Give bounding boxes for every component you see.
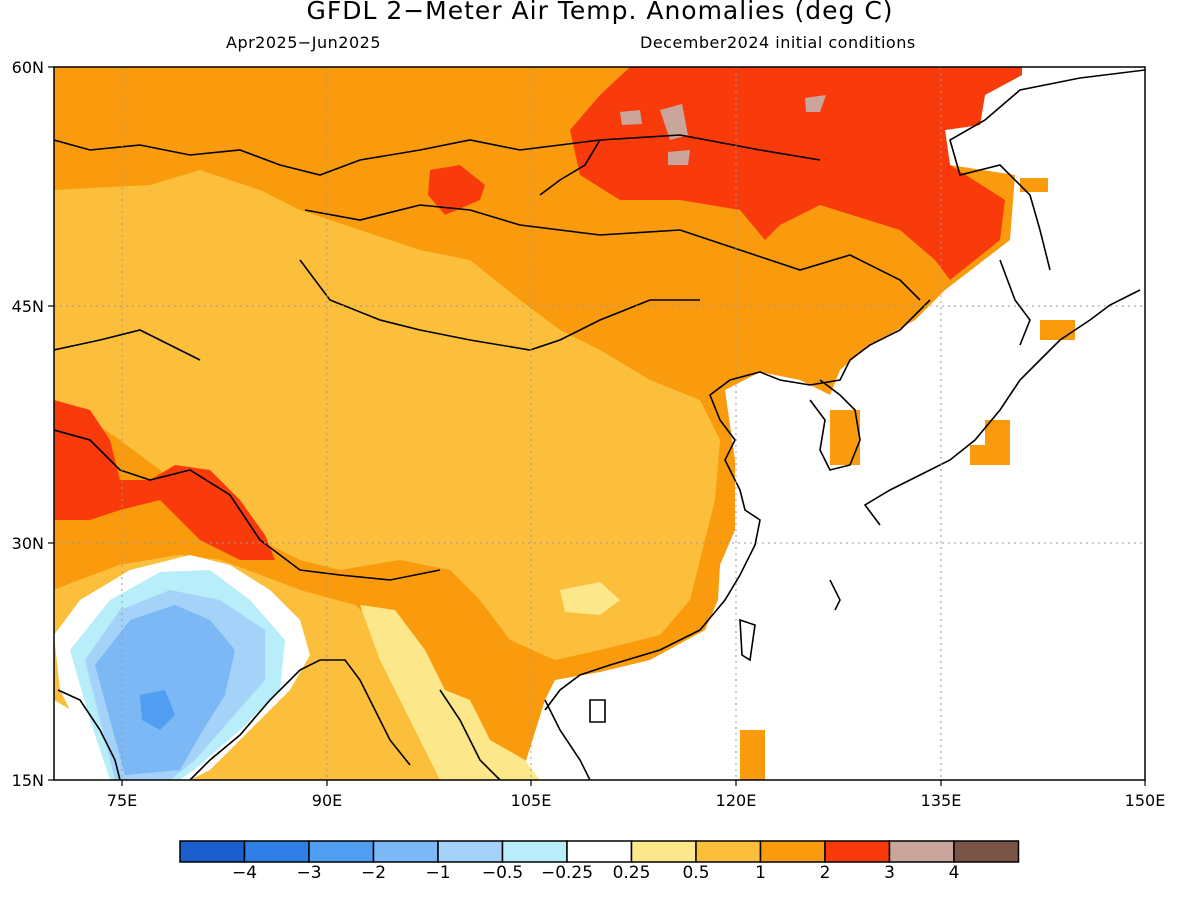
land-anomaly-2-3-sayan <box>428 165 485 215</box>
colorbar-swatch <box>437 840 504 863</box>
map-frame <box>53 66 1146 781</box>
lat-label-45n: 45N <box>12 297 44 316</box>
colorbar-swatch <box>759 840 826 863</box>
map-title: GFDL 2−Meter Air Temp. Anomalies (deg C) <box>306 0 894 25</box>
axis-ticks <box>48 66 1146 786</box>
colorbar-tick-label: 1 <box>755 863 766 883</box>
colorbar-swatch <box>308 840 375 863</box>
colorbar-tick-label: 4 <box>948 863 960 883</box>
lon-label-75e: 75E <box>107 791 137 810</box>
lat-label-30n: 30N <box>12 534 44 553</box>
colorbar-swatch <box>501 840 568 863</box>
land-anomaly-0.25-0.5-south <box>360 605 540 780</box>
colorbar-swatch <box>243 840 310 863</box>
map-field <box>54 67 1145 780</box>
colorbar-tick-label: −0.5 <box>481 863 524 883</box>
colorbar-tick-label: −3 <box>296 863 322 883</box>
land-anomaly-3-4-b <box>620 110 642 125</box>
colorbar-tick-label: 0.5 <box>682 863 710 883</box>
colorbar-tick-label: −1 <box>425 863 451 883</box>
season-label: Apr2025−Jun2025 <box>226 33 382 52</box>
lon-label-135e: 135E <box>921 791 962 810</box>
colorbar-swatch <box>824 840 891 863</box>
colorbar-swatch <box>695 840 762 863</box>
land-anomaly-0.5-1-central <box>54 170 720 660</box>
colorbar <box>179 840 1020 863</box>
colorbar-swatch <box>179 840 246 863</box>
coastlines <box>54 69 1145 780</box>
colorbar-tick-label: 0.25 <box>612 863 651 883</box>
colorbar-tick-label: 2 <box>819 863 831 883</box>
land-anomaly-3-4-d <box>668 150 690 165</box>
land-anomaly-minus-2-india <box>140 690 175 730</box>
initial-conditions-label: December2024 initial conditions <box>640 33 916 52</box>
colorbar-swatch <box>372 840 439 863</box>
colorbar-tick-label: −4 <box>231 863 258 883</box>
lon-label-105e: 105E <box>511 791 552 810</box>
colorbar-tick-label: 3 <box>884 863 895 883</box>
graticule <box>54 67 1145 780</box>
lat-label-60n: 60N <box>12 58 44 77</box>
lon-label-120e: 120E <box>716 791 757 810</box>
land-anomaly-2-3-himalaya <box>54 400 275 560</box>
colorbar-swatch <box>630 840 697 863</box>
lat-label-15n: 15N <box>12 771 44 790</box>
land-anomaly-0.25-0.5-spot <box>560 582 620 615</box>
colorbar-swatch <box>566 840 633 863</box>
lon-label-90e: 90E <box>312 791 342 810</box>
colorbar-tick-label: −2 <box>360 863 387 883</box>
colorbar-swatch <box>888 840 955 863</box>
land-anomaly-3-4-c <box>805 95 826 112</box>
lon-label-150e: 150E <box>1125 791 1166 810</box>
colorbar-tick-label: −0.25 <box>540 863 594 883</box>
colorbar-swatch <box>953 840 1020 863</box>
land-anomaly-3-4-a <box>660 104 688 140</box>
